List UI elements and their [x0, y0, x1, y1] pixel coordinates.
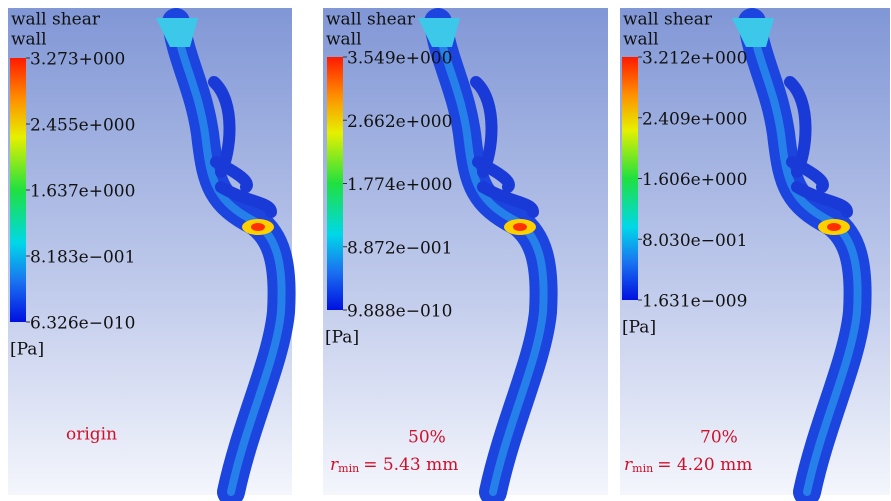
subscript: min	[338, 462, 359, 475]
colorbar-label: 9.888e−010	[347, 302, 452, 322]
colorbar-label: 1.606e+000	[642, 170, 747, 190]
panel-title: wall shear	[623, 10, 713, 30]
formula: = 4.20 mm	[657, 455, 752, 475]
unit-label: [Pa]	[10, 340, 44, 360]
panel-title: wall	[326, 30, 362, 50]
annotation: origin	[66, 425, 117, 445]
colorbar-label: 3.273+000	[30, 50, 125, 70]
colorbar	[622, 57, 638, 300]
colorbar-label: 1.631e−009	[642, 292, 747, 312]
colorbar-label: 2.455e+000	[30, 116, 135, 136]
colorbar-label: 8.030e−001	[642, 231, 747, 251]
panel-title: wall	[623, 30, 659, 50]
colorbar-label: 6.326e−010	[30, 314, 135, 334]
colorbar-label: 2.662e+000	[347, 112, 452, 132]
colorbar	[10, 58, 26, 322]
colorbar-label: 2.409e+000	[642, 109, 747, 129]
figure: wall shearwall3.273+0002.455e+0001.637e+…	[0, 0, 891, 501]
colorbar-label: 1.774e+000	[347, 175, 452, 195]
colorbar-label: 3.212e+000	[642, 49, 747, 69]
annotation: 70%	[700, 428, 738, 448]
panel-title: wall shear	[326, 10, 416, 30]
colorbar	[327, 57, 343, 310]
formula: = 5.43 mm	[363, 455, 458, 475]
panels: wall shearwall3.273+0002.455e+0001.637e+…	[8, 8, 890, 495]
panel-title: wall shear	[11, 10, 101, 30]
colorbar-label: 1.637e+000	[30, 182, 135, 202]
subscript: min	[632, 462, 653, 475]
colorbar-label: 3.549e+000	[347, 49, 452, 69]
unit-label: [Pa]	[325, 328, 359, 348]
colorbar-label: 8.183e−001	[30, 248, 135, 268]
unit-label: [Pa]	[622, 318, 656, 338]
panel-title: wall	[11, 30, 47, 50]
colorbar-label: 8.872e−001	[347, 238, 452, 258]
annotation: 50%	[408, 428, 446, 448]
